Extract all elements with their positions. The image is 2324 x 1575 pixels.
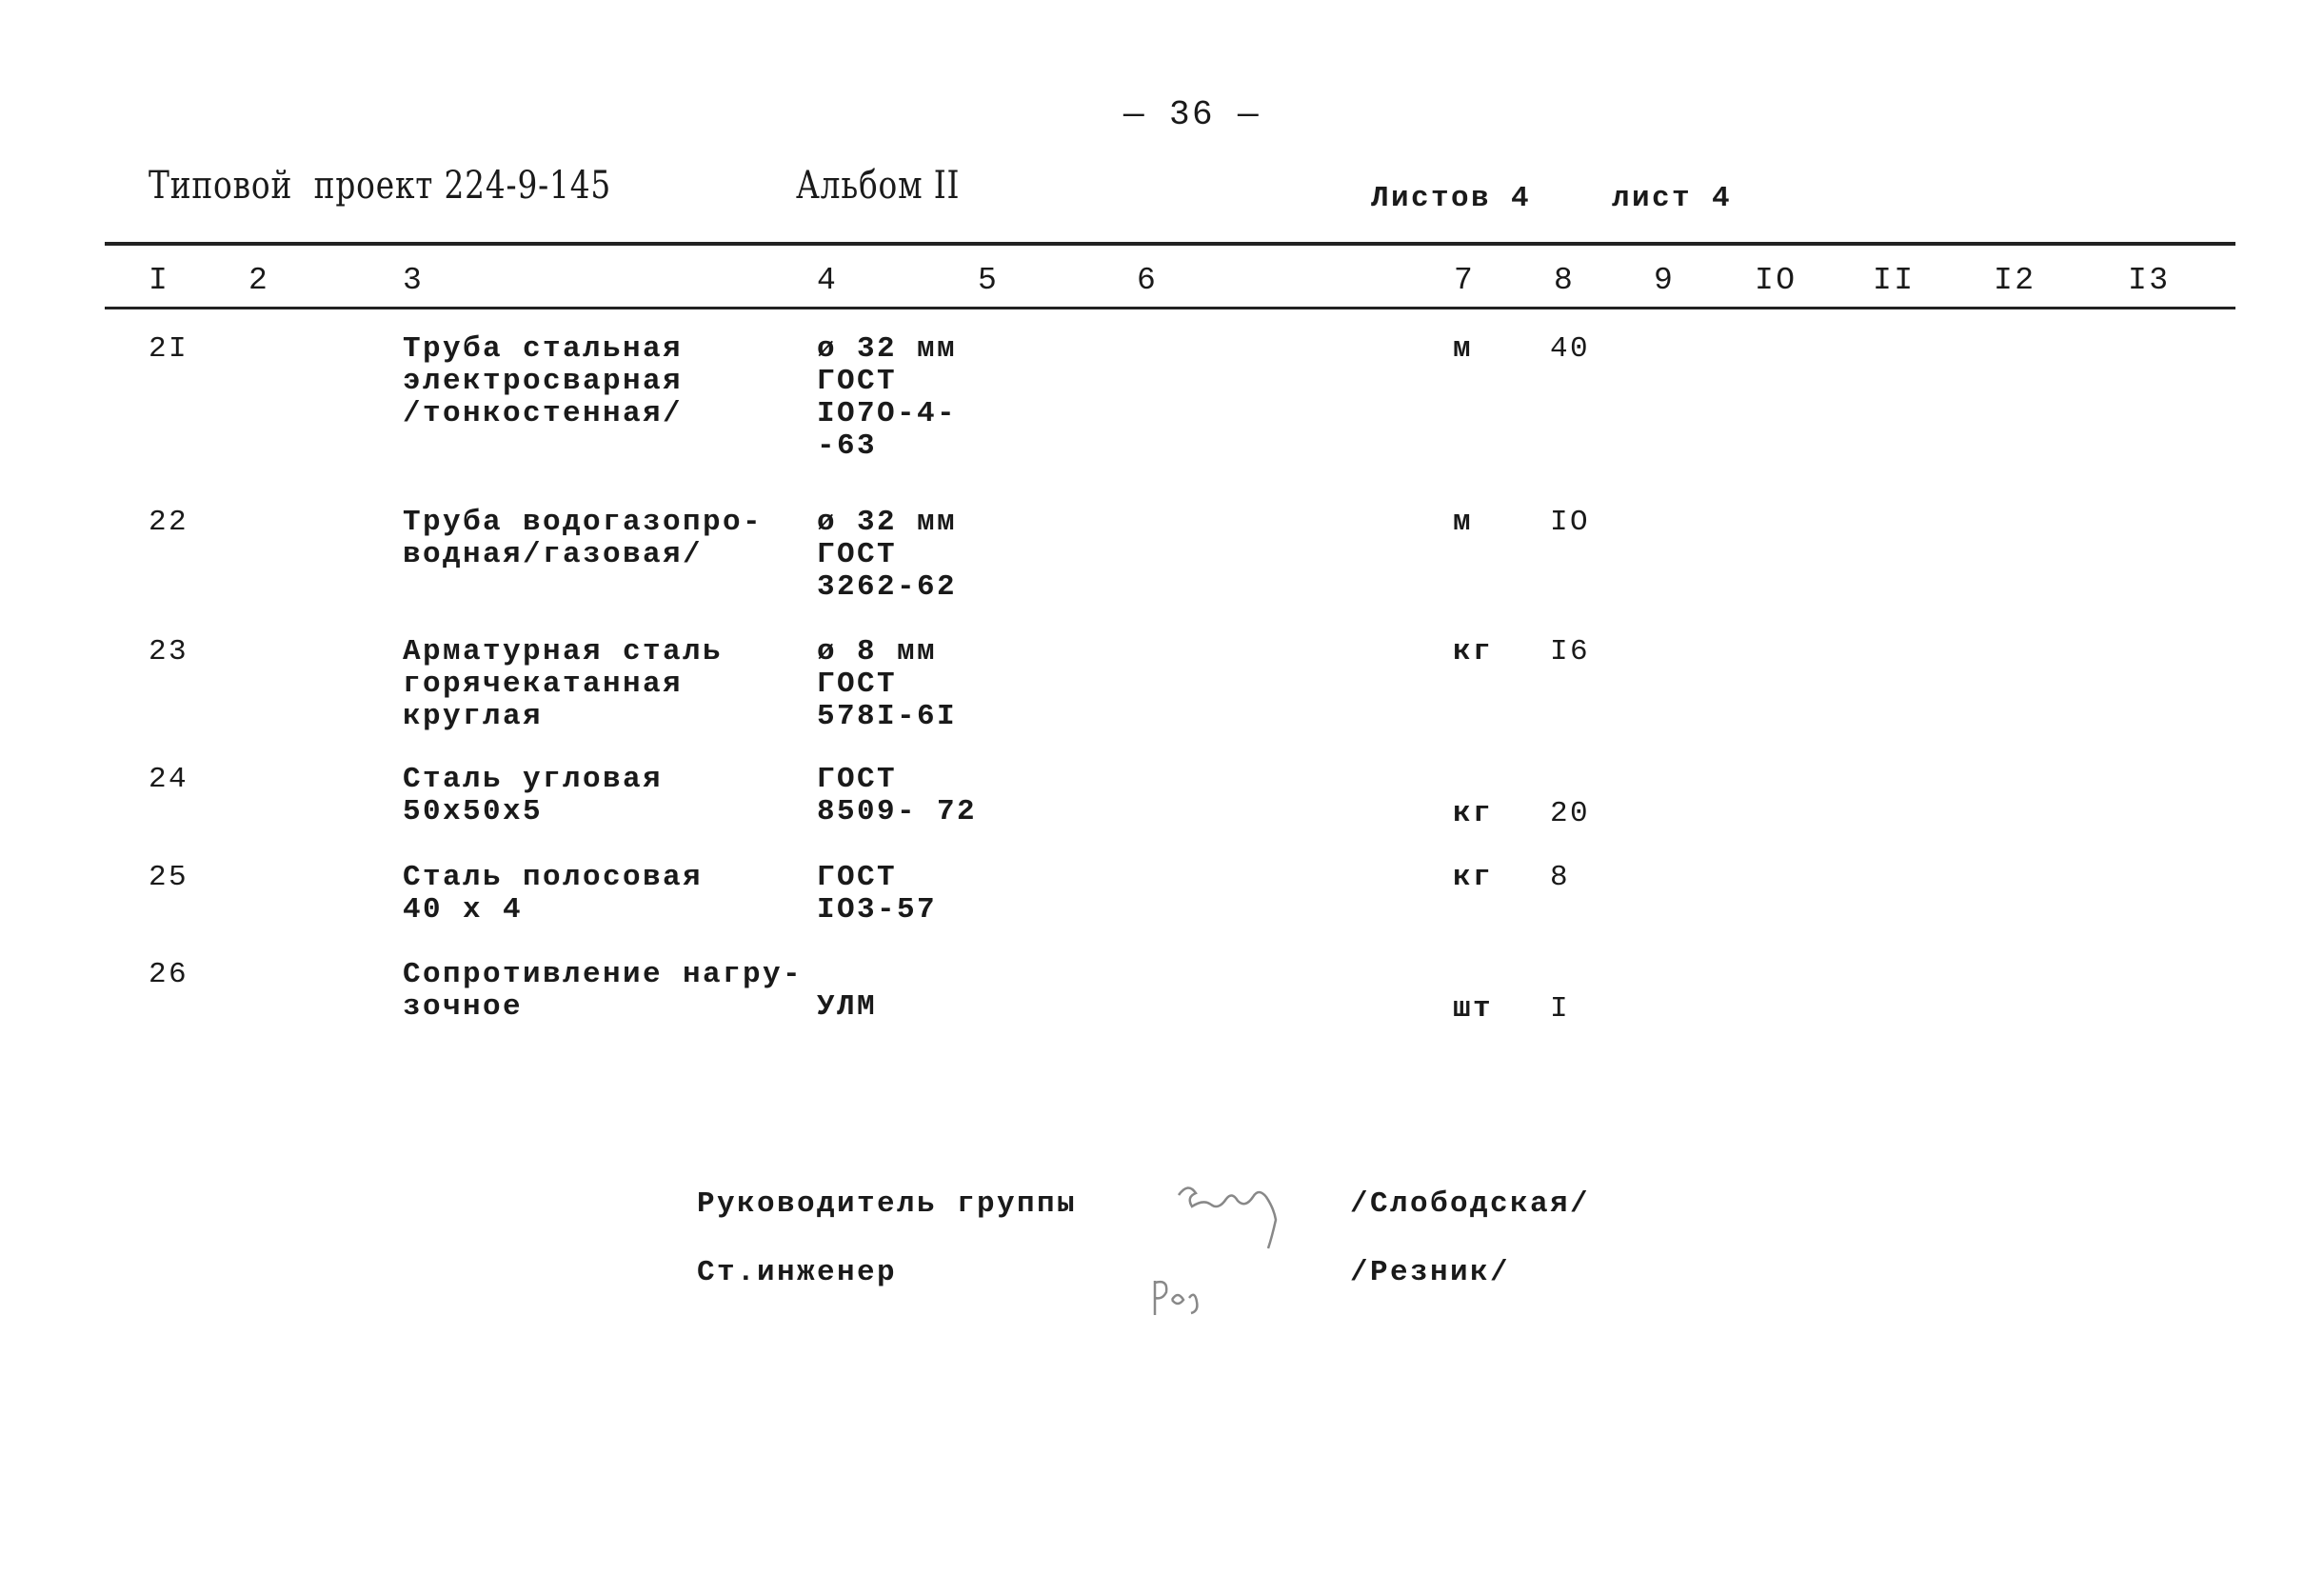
page-number: — 36 — [1123, 95, 1261, 134]
quantity: I6 [1550, 635, 1591, 668]
quantity: 40 [1550, 332, 1591, 366]
column-header-4: 4 [817, 263, 839, 298]
item-spec-line: 8509- 72 [817, 795, 978, 828]
item-name-line: круглая [403, 700, 544, 733]
signature-name: /Слободская/ [1350, 1187, 1591, 1221]
handwritten-signature-2 [1153, 1280, 1199, 1315]
quantity: I [1550, 992, 1571, 1026]
signature-role: Ст.инженер [697, 1256, 898, 1289]
quantity: 8 [1550, 861, 1571, 894]
item-spec-line: ГОСТ [817, 861, 898, 894]
item-spec-line: ГОСТ [817, 763, 898, 796]
unit: м [1453, 332, 1474, 366]
column-header-13: I3 [2128, 263, 2171, 298]
item-spec-line: 578I-6I [817, 700, 958, 733]
row-number: 26 [149, 958, 189, 991]
column-header-2: 2 [248, 263, 270, 298]
column-header-1: I [149, 263, 170, 298]
item-name-line: горячекатанная [403, 668, 684, 701]
item-spec-line: ГОСТ [817, 538, 898, 571]
sheets-total: Листов 4 [1371, 182, 1532, 215]
quantity: 20 [1550, 797, 1591, 830]
item-name-line: Труба водогазопро- [403, 506, 764, 539]
item-name-line: /тонкостенная/ [403, 397, 684, 430]
quantity: IO [1550, 506, 1591, 539]
project-title: Типовой проект 224-9-145 [149, 164, 612, 208]
sheet-number: лист 4 [1612, 182, 1733, 215]
column-header-10: IO [1755, 263, 1798, 298]
album-label: Альбом II [796, 164, 961, 208]
item-name-line: Сталь полосовая [403, 861, 704, 894]
item-name-line: водная/газовая/ [403, 538, 704, 571]
item-spec-line: -63 [817, 429, 878, 463]
column-header-8: 8 [1554, 263, 1576, 298]
signature-role: Руководитель группы [697, 1187, 1078, 1221]
table-header-rule [105, 307, 2235, 309]
item-spec-line: ГОСТ [817, 668, 898, 701]
item-name-line: Труба стальная [403, 332, 684, 366]
item-spec-line: ГОСТ [817, 365, 898, 398]
unit: м [1453, 506, 1474, 539]
column-header-7: 7 [1454, 263, 1476, 298]
item-name-line: Сталь угловая [403, 763, 664, 796]
item-spec-line: ø 8 мм [817, 635, 938, 668]
column-header-12: I2 [1994, 263, 2036, 298]
column-header-3: 3 [403, 263, 425, 298]
handwritten-signature-1 [1177, 1186, 1278, 1249]
row-number: 24 [149, 763, 189, 796]
item-spec-line: IO3-57 [817, 893, 938, 927]
row-number: 25 [149, 861, 189, 894]
item-name-line: 40 x 4 [403, 893, 524, 927]
item-name-line: зочное [403, 990, 524, 1024]
item-spec-line: 3262-62 [817, 570, 958, 604]
item-name-line: Арматурная сталь [403, 635, 724, 668]
row-number: 23 [149, 635, 189, 668]
column-header-6: 6 [1137, 263, 1159, 298]
row-number: 22 [149, 506, 189, 539]
column-header-9: 9 [1654, 263, 1676, 298]
unit: кг [1453, 861, 1494, 894]
unit: кг [1453, 797, 1494, 830]
item-name-line: Сопротивление нагру- [403, 958, 804, 991]
column-header-11: II [1873, 263, 1916, 298]
item-name-line: электросварная [403, 365, 684, 398]
item-spec-line: IO7O-4- [817, 397, 958, 430]
item-spec-line: ø 32 мм [817, 506, 958, 539]
column-header-5: 5 [978, 263, 1000, 298]
signature-name: /Резник/ [1350, 1256, 1511, 1289]
item-spec-line: УЛМ [817, 990, 878, 1024]
unit: кг [1453, 635, 1494, 668]
item-spec-line: ø 32 мм [817, 332, 958, 366]
unit: шт [1453, 992, 1494, 1026]
table-top-rule [105, 242, 2235, 246]
item-name-line: 50x50x5 [403, 795, 544, 828]
row-number: 2I [149, 332, 189, 366]
